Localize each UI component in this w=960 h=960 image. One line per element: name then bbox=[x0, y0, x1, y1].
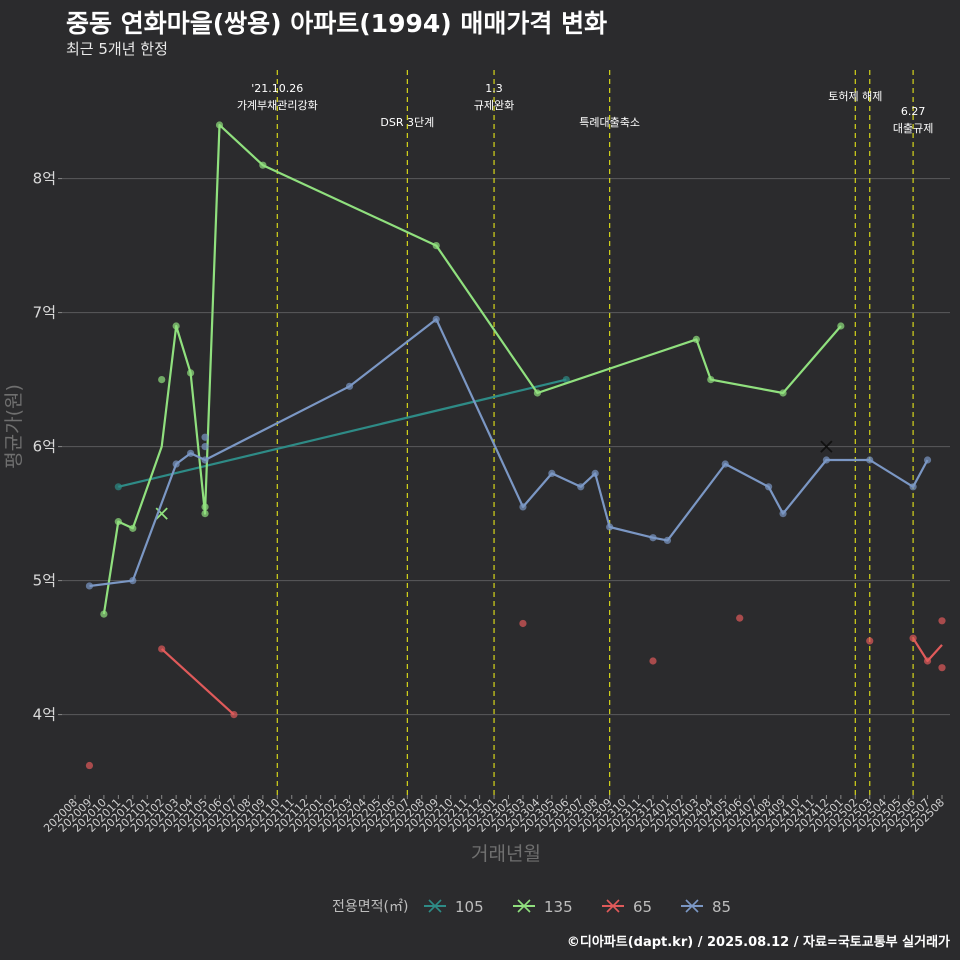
data-point-85 bbox=[201, 443, 209, 451]
event-label: '21.10.26 bbox=[251, 82, 303, 95]
data-point-105 bbox=[562, 376, 570, 384]
data-point-85 bbox=[591, 469, 599, 477]
y-tick-label: 6억 bbox=[33, 438, 56, 456]
legend-swatch-cross bbox=[606, 899, 620, 913]
data-point-85 bbox=[187, 449, 195, 457]
data-point-135 bbox=[187, 369, 195, 377]
event-label: 규제완화 bbox=[474, 99, 514, 112]
data-point-135 bbox=[158, 376, 166, 384]
data-point-65 bbox=[649, 657, 657, 665]
series-line-65 bbox=[160, 648, 235, 716]
event-label: 1.3 bbox=[485, 82, 503, 95]
y-tick-label: 8억 bbox=[33, 170, 56, 188]
event-label: 6.27 bbox=[901, 105, 926, 118]
y-tick-label: 5억 bbox=[33, 572, 56, 590]
data-point-85 bbox=[822, 456, 831, 464]
legend-swatch-cross bbox=[517, 899, 531, 913]
data-point-65 bbox=[938, 617, 946, 625]
legend-item-135: 135 bbox=[513, 898, 573, 916]
cross-stroke bbox=[820, 440, 833, 453]
legend-title: 전용면적(㎡) bbox=[332, 899, 408, 915]
chart-title: 중동 연화마을(쌍용) 아파트(1994) 매매가격 변화 bbox=[66, 9, 608, 38]
data-point-85 bbox=[663, 536, 672, 545]
y-axis-title: 평균가(원) bbox=[3, 384, 25, 469]
data-point-85 bbox=[649, 534, 657, 542]
data-point-85 bbox=[345, 382, 354, 390]
event-label: 가계부채관리강화 bbox=[237, 99, 318, 112]
event-label: DSR 3단계 bbox=[380, 116, 434, 129]
data-point-135 bbox=[533, 389, 542, 397]
x-axis-title: 거래년월 bbox=[471, 843, 541, 865]
legend-swatch-cross bbox=[428, 899, 442, 913]
data-point-65 bbox=[158, 645, 166, 653]
cross-marker-85 bbox=[820, 440, 833, 453]
data-point-135 bbox=[201, 509, 209, 518]
data-point-85 bbox=[779, 509, 787, 518]
series-line-135 bbox=[102, 123, 842, 615]
data-point-85 bbox=[909, 483, 917, 491]
data-point-135 bbox=[172, 322, 180, 330]
data-point-85 bbox=[606, 523, 614, 531]
data-point-135 bbox=[114, 518, 122, 526]
chart-subtitle: 최근 5개년 한정 bbox=[66, 40, 168, 58]
data-point-135 bbox=[201, 503, 209, 511]
data-point-135 bbox=[707, 376, 715, 384]
data-point-65 bbox=[736, 614, 744, 622]
event-label: 특례대출축소 bbox=[579, 116, 640, 129]
legend-label: 85 bbox=[712, 898, 731, 916]
data-point-65 bbox=[230, 711, 238, 719]
data-point-65 bbox=[923, 657, 932, 665]
data-point-85 bbox=[172, 460, 180, 468]
data-point-85 bbox=[432, 315, 440, 323]
data-point-85 bbox=[765, 483, 773, 491]
legend-item-85: 85 bbox=[681, 898, 731, 916]
data-point-85 bbox=[923, 456, 932, 464]
data-point-85 bbox=[85, 582, 94, 590]
legend-item-105: 105 bbox=[424, 898, 484, 916]
legend-label: 135 bbox=[544, 898, 573, 916]
data-point-135 bbox=[837, 322, 845, 330]
data-point-135 bbox=[215, 121, 224, 129]
data-point-65 bbox=[866, 637, 874, 645]
series-line-85 bbox=[89, 318, 929, 588]
data-point-135 bbox=[432, 242, 440, 250]
legend-swatch-cross bbox=[685, 899, 699, 913]
data-point-135 bbox=[692, 335, 700, 343]
data-point-85 bbox=[721, 460, 729, 468]
data-point-85 bbox=[201, 456, 209, 464]
data-point-135 bbox=[129, 524, 137, 532]
data-point-85 bbox=[866, 456, 874, 464]
event-label: 대출규제 bbox=[893, 122, 933, 135]
legend-label: 65 bbox=[633, 898, 652, 916]
data-point-65 bbox=[938, 664, 946, 672]
data-point-65 bbox=[85, 761, 94, 770]
y-tick-label: 4억 bbox=[33, 706, 56, 724]
source-credit: ©디아파트(dapt.kr) / 2025.08.12 / 자료=국토교통부 실… bbox=[566, 935, 950, 950]
y-tick-label: 7억 bbox=[33, 304, 56, 322]
data-point-85 bbox=[577, 483, 585, 491]
data-point-85 bbox=[548, 469, 556, 477]
data-point-65 bbox=[519, 619, 527, 628]
data-point-105 bbox=[114, 483, 122, 491]
data-point-135 bbox=[779, 389, 787, 397]
data-point-85 bbox=[201, 433, 209, 441]
data-point-85 bbox=[519, 503, 527, 511]
data-point-65 bbox=[909, 634, 917, 642]
data-point-85 bbox=[129, 577, 137, 585]
data-point-135 bbox=[259, 161, 267, 169]
legend-item-65: 65 bbox=[602, 898, 652, 916]
event-label: 토허제 해제 bbox=[828, 89, 882, 103]
legend-label: 105 bbox=[455, 898, 484, 916]
data-point-135 bbox=[100, 610, 108, 618]
series-line-105 bbox=[118, 378, 567, 488]
